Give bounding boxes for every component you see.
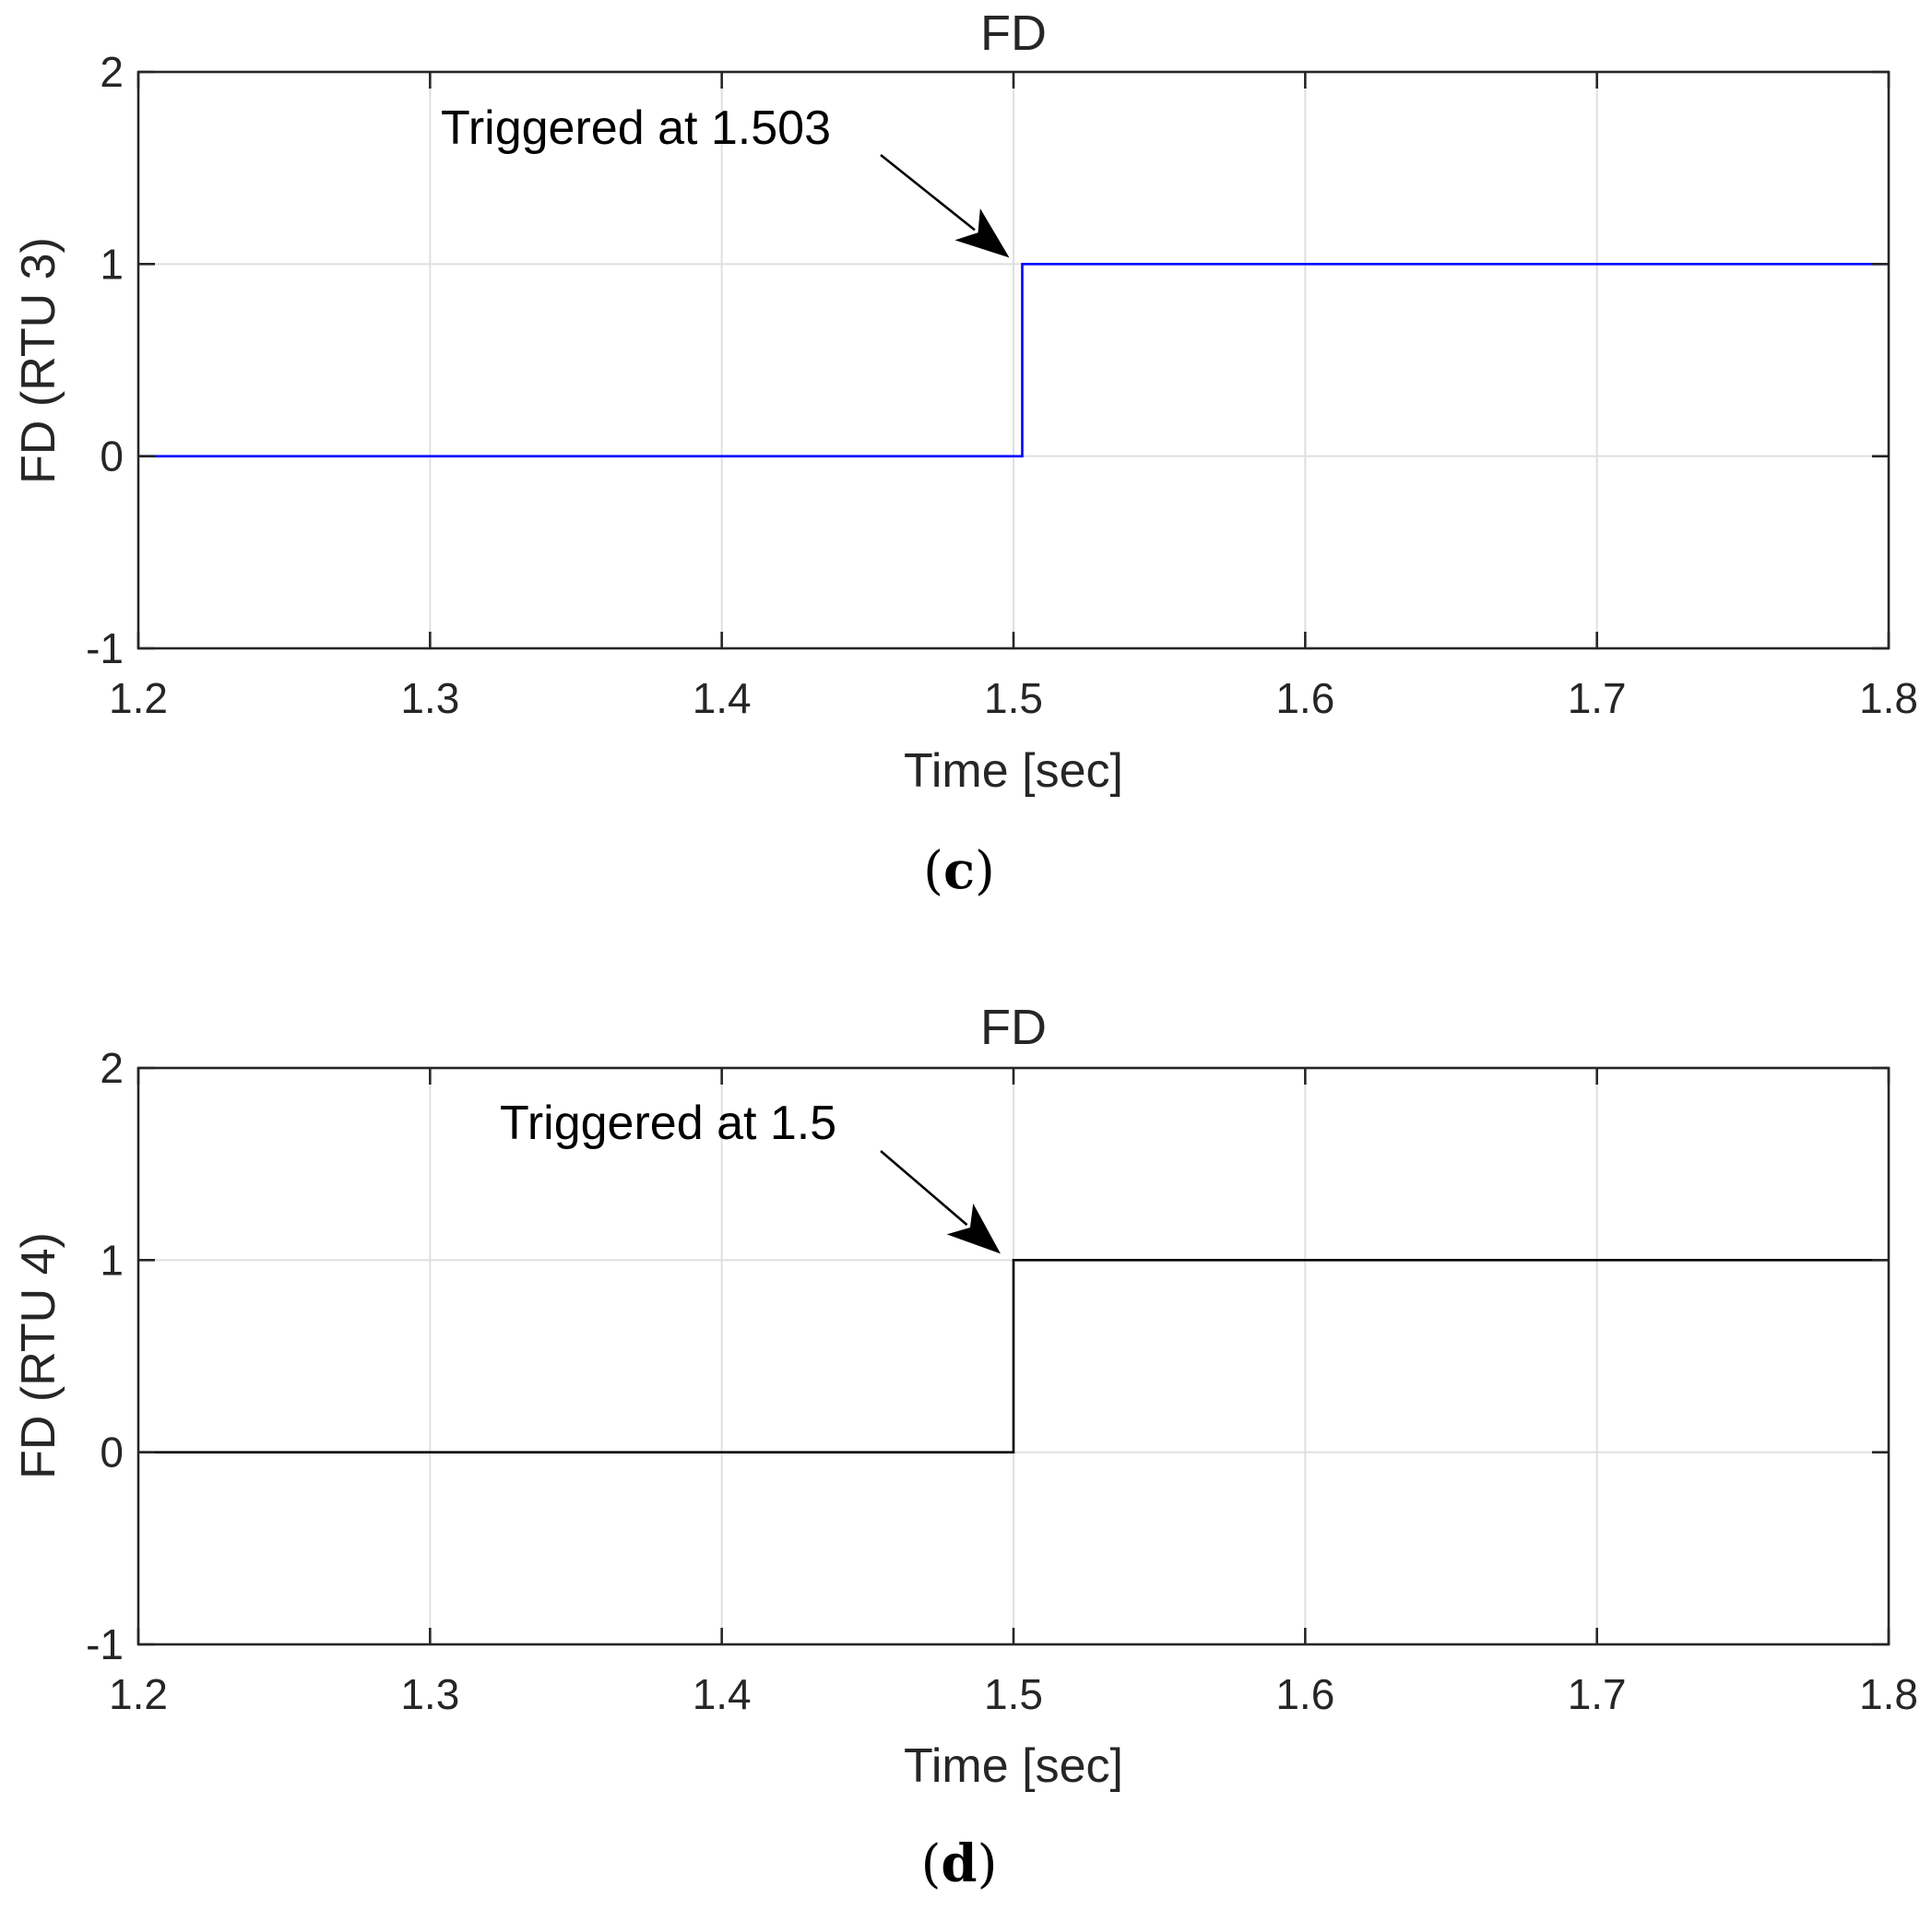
x-tick-label: 1.8 — [1859, 674, 1918, 722]
arrow-shaft — [880, 1150, 968, 1227]
annotation-arrow-c — [880, 153, 1010, 258]
x-tick-label: 1.4 — [693, 1670, 752, 1718]
chart-panel-c: 1.2 1.3 1.4 1.5 1.6 1.7 1.8 -1 0 1 2 FD Time [sec]… — [12, 6, 1918, 901]
ticks-c: 1.2 1.3 1.4 1.5 1.6 1.7 1.8 -1 0 1 2 — [86, 48, 1918, 722]
chart-title-c: FD — [980, 6, 1047, 61]
chart-title-d: FD — [980, 1000, 1047, 1055]
y-tick-label: 2 — [100, 1044, 124, 1092]
annotation-text-d: Triggered at 1.5 — [500, 1097, 836, 1150]
x-tick-label: 1.5 — [984, 674, 1043, 722]
x-tick-label: 1.3 — [400, 1670, 459, 1718]
chart-panel-d: 1.2 1.3 1.4 1.5 1.6 1.7 1.8 -1 0 1 2 FD Time [sec]… — [12, 1000, 1918, 1894]
x-axis-label-d: Time [sec] — [904, 1739, 1123, 1793]
x-tick-label: 1.6 — [1275, 1670, 1334, 1718]
x-tick-label: 1.4 — [693, 674, 752, 722]
y-tick-label: 0 — [100, 1429, 124, 1477]
y-tick-label: -1 — [86, 1620, 124, 1668]
x-tick-label: 1.7 — [1568, 1670, 1627, 1718]
x-tick-label: 1.7 — [1568, 674, 1627, 722]
annotation-arrow-d — [880, 1150, 1001, 1254]
y-tick-label: -1 — [86, 624, 124, 672]
series-line — [138, 263, 1889, 457]
y-axis-label-d: FD (RTU 4) — [12, 1232, 65, 1479]
arrow-shaft — [880, 153, 976, 231]
x-tick-label: 1.6 — [1275, 674, 1334, 722]
arrow-head — [954, 208, 1010, 258]
ticks-d: 1.2 1.3 1.4 1.5 1.6 1.7 1.8 -1 0 1 2 — [86, 1044, 1918, 1718]
x-tick-label: 1.3 — [400, 674, 459, 722]
y-tick-label: 2 — [100, 48, 124, 96]
y-tick-label: 0 — [100, 433, 124, 480]
x-tick-label: 1.8 — [1859, 1670, 1918, 1718]
y-axis-label-c: FD (RTU 3) — [12, 237, 65, 484]
series-c — [138, 263, 1889, 457]
caption-d: (d) — [921, 1833, 998, 1894]
x-tick-label: 1.2 — [109, 1670, 168, 1718]
annotation-text-c: Triggered at 1.503 — [441, 101, 831, 155]
x-tick-label: 1.5 — [984, 1670, 1043, 1718]
x-axis-label-c: Time [sec] — [904, 744, 1123, 798]
series-line — [138, 1259, 1889, 1453]
x-tick-label: 1.2 — [109, 674, 168, 722]
y-tick-label: 1 — [100, 1236, 124, 1284]
caption-c: (c) — [923, 840, 995, 901]
series-d — [138, 1259, 1889, 1453]
arrow-head — [946, 1203, 1001, 1254]
y-tick-label: 1 — [100, 240, 124, 288]
